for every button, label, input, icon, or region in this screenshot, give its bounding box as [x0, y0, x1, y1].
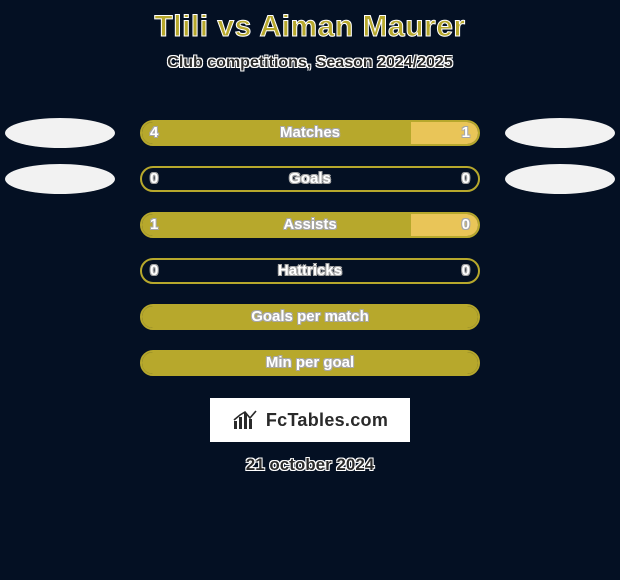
- date-label: 21 october 2024: [0, 455, 620, 475]
- stat-label: Matches: [140, 120, 480, 146]
- stat-value-left: 4: [150, 120, 158, 146]
- stat-label: Goals per match: [140, 304, 480, 330]
- player-right-badge: [505, 164, 615, 194]
- player-right-badge: [505, 118, 615, 148]
- source-logo: FcTables.com: [210, 398, 410, 442]
- stat-label: Goals: [140, 166, 480, 192]
- stat-row: Assists1 0: [0, 212, 620, 238]
- page-title: Tlili vs Aiman Maurer: [0, 0, 620, 44]
- stat-row: Min per goal: [0, 350, 620, 376]
- stat-rows: Matches41Goals00Assists10Hattricks00Goal…: [0, 120, 620, 396]
- stat-label: Min per goal: [140, 350, 480, 376]
- stat-row: Matches4 1: [0, 120, 620, 146]
- stat-row: Goals0 0: [0, 166, 620, 192]
- stat-row: Goals per match: [0, 304, 620, 330]
- player-left-badge: [5, 164, 115, 194]
- stat-label: Hattricks: [140, 258, 480, 284]
- stat-value-right: 0: [462, 212, 470, 238]
- fctables-logo-icon: [232, 409, 260, 431]
- stat-value-left: 1: [150, 212, 158, 238]
- stat-row: Hattricks0 0: [0, 258, 620, 284]
- source-logo-text: FcTables.com: [266, 410, 388, 431]
- stat-value-right: 1: [462, 120, 470, 146]
- stats-comparison-card: Tlili vs Aiman Maurer Club competitions,…: [0, 0, 620, 580]
- stat-value-right: 0: [462, 166, 470, 192]
- stat-label: Assists: [140, 212, 480, 238]
- player-left-badge: [5, 118, 115, 148]
- stat-value-right: 0: [462, 258, 470, 284]
- stat-value-left: 0: [150, 258, 158, 284]
- subtitle: Club competitions, Season 2024/2025: [0, 54, 620, 72]
- stat-value-left: 0: [150, 166, 158, 192]
